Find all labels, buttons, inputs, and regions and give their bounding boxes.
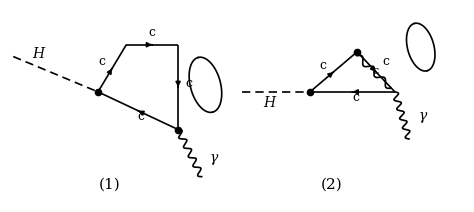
Text: (2): (2) xyxy=(320,177,342,191)
Text: H: H xyxy=(32,47,44,61)
Text: c: c xyxy=(373,66,379,76)
Text: c: c xyxy=(353,91,360,104)
Text: c: c xyxy=(320,60,327,73)
Text: γ: γ xyxy=(210,151,218,165)
Text: H: H xyxy=(263,96,275,110)
Text: c: c xyxy=(149,26,155,39)
Text: c: c xyxy=(185,77,192,90)
Text: γ: γ xyxy=(419,109,427,123)
Text: (1): (1) xyxy=(99,177,121,191)
Text: c: c xyxy=(382,55,389,68)
Text: c: c xyxy=(137,110,144,123)
Text: c: c xyxy=(98,55,105,68)
